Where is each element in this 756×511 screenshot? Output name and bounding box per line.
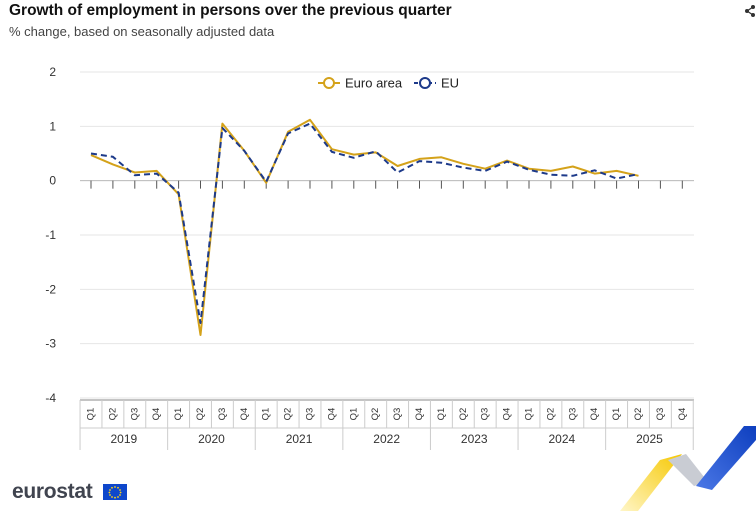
x-tick-label-quarter: Q3 (305, 408, 316, 421)
y-tick-label: -2 (45, 282, 56, 296)
x-tick-label-quarter: Q2 (458, 408, 469, 421)
x-tick-label-quarter: Q1 (524, 408, 535, 421)
x-tick-label-quarter: Q1 (261, 408, 272, 421)
x-tick-label-quarter: Q1 (173, 408, 184, 421)
x-tick-label-quarter: Q2 (195, 408, 206, 421)
x-tick-label-year: 2020 (198, 432, 225, 446)
x-tick-label-quarter: Q3 (480, 408, 491, 421)
logo-text: eurostat (12, 480, 93, 503)
x-tick-label-quarter: Q1 (436, 408, 447, 421)
x-tick-label-quarter: Q4 (239, 408, 250, 421)
x-tick-label-quarter: Q2 (283, 408, 294, 421)
x-tick-label-quarter: Q4 (151, 408, 162, 421)
legend-label-eu: EU (441, 76, 459, 91)
x-tick-label-year: 2025 (636, 432, 663, 446)
x-tick-label-quarter: Q3 (217, 408, 228, 421)
legend: Euro area EU (318, 76, 459, 91)
y-tick-label: -3 (45, 337, 56, 351)
x-tick-label-quarter: Q4 (326, 408, 337, 421)
legend-label-euro-area: Euro area (345, 76, 403, 91)
legend-marker (419, 77, 431, 89)
x-tick-label-quarter: Q3 (567, 408, 578, 421)
x-tick-label-quarter: Q2 (545, 408, 556, 421)
series-line-eu (90, 122, 639, 324)
series-line-euro-area (90, 118, 639, 336)
y-tick-label: 0 (49, 174, 56, 188)
x-tick-label-quarter: Q3 (392, 408, 403, 421)
x-tick-label-quarter: Q3 (129, 408, 140, 421)
x-tick-label-year: 2021 (286, 432, 313, 446)
x-tick-label-year: 2019 (110, 432, 137, 446)
share-icon[interactable] (744, 4, 756, 18)
x-tick-label-quarter: Q2 (370, 408, 381, 421)
x-tick-label-year: 2022 (373, 432, 400, 446)
x-tick-label-quarter: Q1 (348, 408, 359, 421)
x-tick-label-quarter: Q4 (589, 408, 600, 421)
legend-marker (323, 77, 335, 89)
chart-title: Growth of employment in persons over the… (9, 2, 452, 19)
x-tick-label-quarter: Q1 (86, 408, 97, 421)
line-chart: 2 1 0 -1 -2 -3 -4 Q1 Q2 Q3 Q4 Q1 Q2 Q3 Q4 Q1 Q2 Q3 Q4 Q1 Q2 Q… (45, 65, 694, 450)
x-tick-label-quarter: Q1 (611, 408, 622, 421)
y-tick-label: -4 (45, 391, 56, 405)
y-tick-label: 1 (49, 119, 56, 133)
x-tick-label-year: 2024 (548, 432, 575, 446)
decorative-swoosh-graphic (620, 426, 756, 511)
x-tick-label-quarter: Q4 (414, 408, 425, 421)
eu-flag-icon (103, 484, 127, 500)
x-tick-label-quarter: Q4 (677, 408, 688, 421)
x-tick-label-quarter: Q3 (655, 408, 666, 421)
x-tick-label-quarter: Q4 (502, 408, 513, 421)
chart-subtitle: % change, based on seasonally adjusted d… (9, 24, 275, 39)
x-tick-label-year: 2023 (461, 432, 488, 446)
y-tick-label: 2 (49, 65, 56, 79)
y-tick-label: -1 (45, 228, 56, 242)
x-tick-label-quarter: Q2 (633, 408, 644, 421)
x-tick-label-quarter: Q2 (107, 408, 118, 421)
